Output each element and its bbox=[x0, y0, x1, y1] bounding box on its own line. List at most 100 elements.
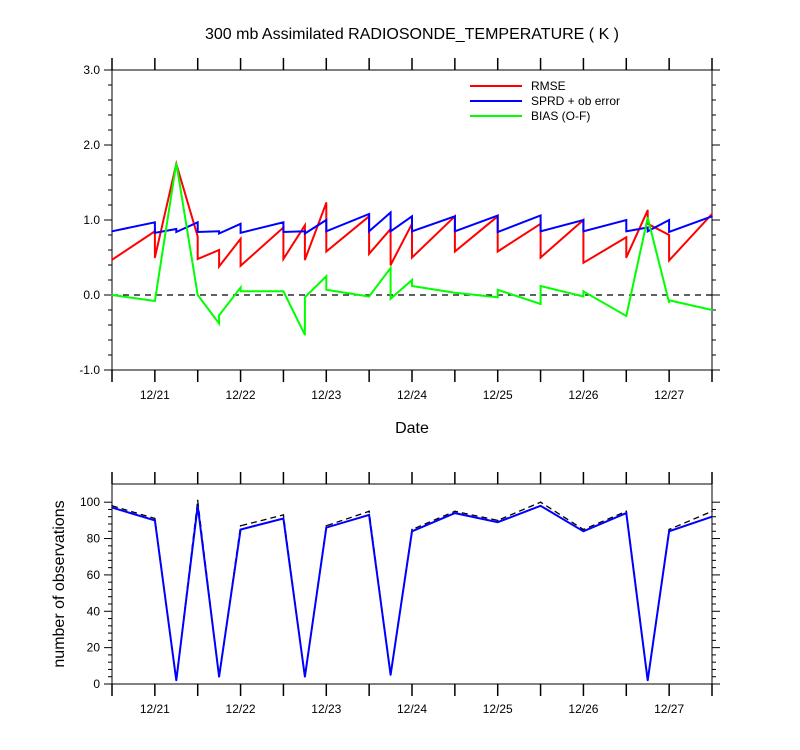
top-series-sprd-ob-error-point bbox=[625, 230, 628, 233]
top-series-bias-o-f-point bbox=[582, 295, 585, 298]
top-series-bias-o-f-point bbox=[175, 162, 178, 164]
top-series-sprd-ob-error-point bbox=[668, 231, 670, 233]
top-series-rmse-point bbox=[454, 250, 456, 253]
bottom-ytick-label: 40 bbox=[87, 604, 101, 618]
bottom-series-assimilated-point bbox=[282, 517, 285, 520]
top-xtick-label: 12/21 bbox=[140, 388, 170, 402]
top-series-bias-o-f-point bbox=[368, 295, 370, 298]
top-series-bias-o-f-point bbox=[496, 296, 499, 299]
bottom-xtick-label: 12/24 bbox=[397, 702, 427, 716]
bottom-series-assimilated-point bbox=[218, 675, 220, 678]
top-series-rmse-point bbox=[218, 249, 220, 251]
top-xtick-label: 12/25 bbox=[483, 388, 513, 402]
top-xtick-label: 12/27 bbox=[654, 388, 684, 402]
top-series-sprd-ob-error-point bbox=[582, 219, 585, 221]
top-series-rmse-point bbox=[325, 201, 328, 204]
top-series-rmse-point bbox=[368, 252, 370, 255]
x-axis-title: Date bbox=[395, 420, 429, 437]
top-series-rmse-point bbox=[111, 258, 113, 261]
top-series-rmse-point bbox=[625, 256, 628, 259]
bottom-series-possible-point bbox=[668, 528, 670, 531]
top-plot: -1.0 0.0 1.0 2.0 3.0 12/21 12/22 12/23 12/24 12/2… bbox=[79, 58, 720, 402]
top-series-bias-o-f-point bbox=[218, 314, 220, 317]
bottom-series-assimilated-point bbox=[154, 519, 156, 522]
top-series-sprd-ob-error-point bbox=[304, 232, 306, 235]
chart-title: 300 mb Assimilated RADIOSONDE_TEMPERATUR… bbox=[205, 26, 619, 43]
top-series-rmse-point bbox=[154, 256, 156, 259]
top-series-sprd-ob-error-point bbox=[646, 226, 649, 229]
top-series-sprd-ob-error-point bbox=[454, 230, 456, 233]
top-series-sprd-ob-error-point bbox=[625, 219, 628, 221]
top-series-rmse-point bbox=[196, 258, 199, 260]
legend-label: BIAS (O-F) bbox=[531, 109, 590, 123]
bottom-series-assimilated-point bbox=[325, 526, 328, 529]
top-series-bias-o-f-point bbox=[282, 290, 285, 293]
top-series-sprd-ob-error-point bbox=[196, 231, 199, 233]
bottom-series-assimilated-line bbox=[111, 504, 713, 681]
bottom-xtick-label: 12/26 bbox=[568, 702, 598, 716]
bottom-series-assimilated-point bbox=[454, 512, 456, 514]
top-series-rmse-point bbox=[411, 256, 413, 259]
bottom-series-possible-point bbox=[582, 528, 585, 531]
top-series-bias-o-f-point bbox=[239, 286, 242, 289]
top-series-bias-o-f-point bbox=[711, 309, 713, 311]
top-series-bias-o-f-point bbox=[668, 299, 670, 302]
bottom-xtick-label: 12/23 bbox=[311, 702, 341, 716]
top-series-sprd-ob-error-point bbox=[496, 214, 499, 217]
top-series-sprd-ob-error-point bbox=[304, 230, 306, 233]
top-series-bias-o-f-point bbox=[496, 288, 499, 291]
top-series-sprd-ob-error-point bbox=[282, 231, 285, 233]
bottom-series-possible-point bbox=[411, 528, 413, 531]
bottom-series-assimilated-point bbox=[368, 514, 370, 516]
top-series-bias-o-f-point bbox=[196, 294, 199, 296]
top-series-bias-o-f-point bbox=[411, 285, 413, 287]
top-ytick-label: 0.0 bbox=[83, 288, 100, 302]
bottom-series-assimilated-point bbox=[411, 530, 413, 533]
top-series-sprd-ob-error-point bbox=[111, 230, 113, 233]
top-series-bias-o-f-point bbox=[411, 279, 413, 281]
top-series-rmse-point bbox=[239, 264, 242, 267]
bottom-series-assimilated-point bbox=[646, 679, 649, 682]
top-series-sprd-ob-error-point bbox=[175, 231, 178, 233]
top-series-rmse-point bbox=[282, 258, 285, 260]
bottom-xtick-label: 12/27 bbox=[654, 702, 684, 716]
top-xtick-label: 12/24 bbox=[397, 388, 427, 402]
top-series-sprd-ob-error-point bbox=[368, 213, 370, 215]
bottom-ytick-label: 20 bbox=[87, 641, 101, 655]
top-series-sprd-ob-error-point bbox=[175, 228, 178, 230]
top-series-bias-o-f-point bbox=[218, 322, 220, 325]
legend-label: SPRD + ob error bbox=[531, 94, 620, 108]
bottom-series-possible-point bbox=[711, 510, 713, 513]
bottom-series-assimilated-point bbox=[196, 505, 199, 507]
top-series-sprd-ob-error-point bbox=[154, 231, 156, 234]
top-series-bias-o-f-point bbox=[582, 290, 585, 293]
top-series-sprd-ob-error-line bbox=[111, 210, 713, 236]
bottom-series-assimilated-point bbox=[304, 675, 306, 678]
top-series bbox=[111, 159, 713, 336]
top-series-rmse-point bbox=[539, 256, 542, 259]
top-series-bias-o-f-point bbox=[668, 301, 670, 304]
bottom-xtick-label: 12/21 bbox=[140, 702, 170, 716]
top-series-sprd-ob-error-point bbox=[496, 231, 499, 233]
top-series-bias-o-f-point bbox=[239, 290, 242, 293]
top-xtick-label: 12/26 bbox=[568, 388, 598, 402]
top-series-sprd-ob-error-point bbox=[539, 230, 542, 233]
top-series-bias-o-f-point bbox=[646, 216, 649, 219]
top-series-rmse-point bbox=[625, 236, 628, 239]
bottom-xtick-label: 12/25 bbox=[483, 702, 513, 716]
bottom-series-assimilated-point bbox=[539, 505, 542, 507]
top-series-bias-o-f-point bbox=[154, 300, 156, 302]
top-ytick-label: 3.0 bbox=[83, 63, 100, 77]
bottom-series-possible-point bbox=[539, 501, 542, 503]
top-series-rmse-point bbox=[711, 213, 713, 215]
bottom-ytick-label: 100 bbox=[80, 495, 100, 509]
top-series-rmse-point bbox=[646, 209, 649, 212]
bottom-series-possible-point bbox=[368, 510, 370, 513]
top-series-rmse-point bbox=[239, 237, 242, 240]
bottom-series-assimilated-point bbox=[711, 515, 713, 518]
bottom-series-possible-point bbox=[196, 499, 199, 502]
top-series-rmse-point bbox=[325, 250, 328, 253]
top-xtick-label: 12/22 bbox=[226, 388, 256, 402]
top-series-sprd-ob-error-point bbox=[668, 219, 670, 221]
